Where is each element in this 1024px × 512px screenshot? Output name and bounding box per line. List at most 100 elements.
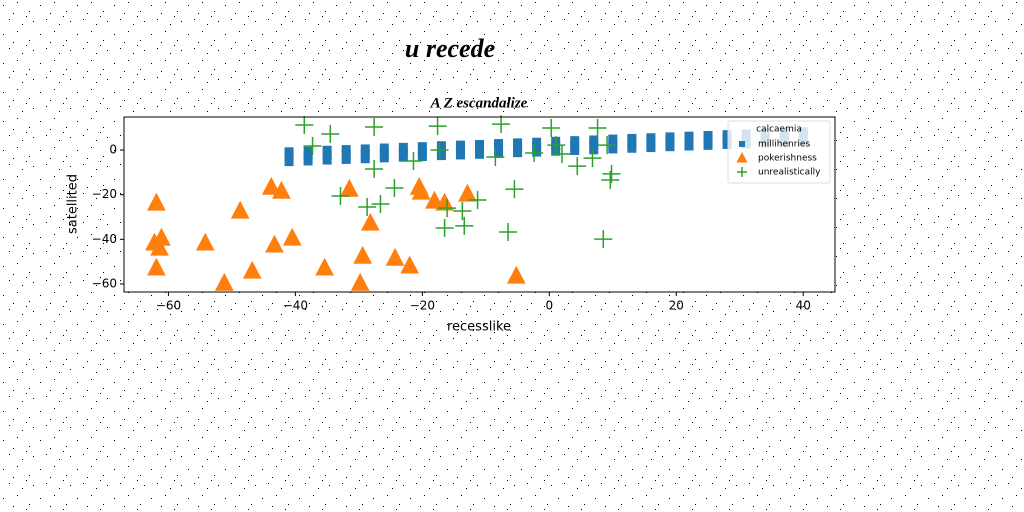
legend-label: millihenries xyxy=(758,140,810,150)
square-marker xyxy=(322,150,332,160)
square-marker xyxy=(284,152,294,162)
square-marker xyxy=(436,151,446,161)
triangle-marker xyxy=(150,237,169,256)
plus-marker xyxy=(438,199,457,218)
x-tick-label: −40 xyxy=(283,299,308,313)
plus-marker xyxy=(371,195,390,214)
plus-marker xyxy=(455,216,474,235)
triangle-marker xyxy=(400,255,420,274)
square-marker xyxy=(303,146,313,156)
square-marker xyxy=(513,143,523,153)
y-tick-label: −20 xyxy=(92,187,117,201)
square-marker xyxy=(475,149,484,159)
square-marker xyxy=(417,142,427,152)
triangle-marker xyxy=(214,272,234,291)
square-marker xyxy=(398,142,408,152)
square-marker xyxy=(703,131,713,141)
square-marker xyxy=(398,147,408,157)
square-marker xyxy=(455,140,465,150)
square-marker xyxy=(665,132,675,142)
plus-marker xyxy=(499,222,518,241)
square-marker xyxy=(379,153,389,163)
plus-marker xyxy=(365,118,384,137)
plus-marker xyxy=(737,167,747,177)
square-marker xyxy=(684,136,694,146)
square-marker xyxy=(608,134,618,144)
square-marker xyxy=(570,141,580,151)
square-marker xyxy=(665,137,675,147)
square-marker xyxy=(532,147,542,157)
square-marker xyxy=(703,135,713,145)
plus-marker xyxy=(453,201,472,220)
triangle-marker xyxy=(261,176,281,195)
x-axis-label: recesslike xyxy=(447,320,511,335)
plus-marker xyxy=(594,230,613,249)
square-marker xyxy=(703,140,713,150)
triangle-marker xyxy=(230,200,250,219)
square-marker xyxy=(608,139,618,149)
square-marker xyxy=(284,147,294,157)
legend-label: unrealistically xyxy=(758,168,821,178)
square-marker xyxy=(494,143,504,153)
plus-marker xyxy=(505,180,524,199)
square-marker xyxy=(646,138,656,148)
chart-title: A Z escandalize xyxy=(430,95,528,111)
plus-marker xyxy=(385,178,404,197)
square-marker xyxy=(398,152,408,162)
plus-marker xyxy=(331,187,350,206)
plus-marker xyxy=(542,118,561,137)
square-marker xyxy=(360,144,370,154)
legend: calcaemia millihenries pokerishness unreali… xyxy=(727,120,831,184)
square-marker xyxy=(646,143,656,153)
square-marker xyxy=(722,139,732,149)
square-marker xyxy=(360,154,370,164)
y-tick-label: −60 xyxy=(92,276,117,290)
plus-marker xyxy=(583,149,602,168)
x-tick-label: 0 xyxy=(546,299,554,313)
square-marker xyxy=(417,147,427,157)
square-marker xyxy=(455,145,465,155)
square-marker xyxy=(722,130,732,140)
triangle-marker xyxy=(282,227,302,246)
triangle-marker xyxy=(506,265,526,284)
triangle-marker xyxy=(147,257,166,276)
square-marker xyxy=(303,156,313,166)
plus-marker xyxy=(598,136,617,155)
square-marker xyxy=(513,148,523,158)
suptitle: u recede xyxy=(405,34,495,63)
square-marker xyxy=(379,143,389,153)
square-marker xyxy=(570,145,580,155)
square-marker xyxy=(627,138,637,148)
triangle-marker xyxy=(147,192,166,211)
square-marker xyxy=(494,139,504,149)
square-marker xyxy=(284,157,294,167)
plus-marker xyxy=(602,164,621,183)
x-tick-label: −20 xyxy=(410,299,435,313)
plus-marker xyxy=(295,116,314,135)
triangle-marker xyxy=(353,245,373,264)
triangle-marker xyxy=(385,247,405,266)
plus-marker xyxy=(553,145,572,164)
plus-marker xyxy=(404,151,423,170)
x-tick-label: −60 xyxy=(156,299,181,313)
square-marker xyxy=(627,133,637,143)
y-tick-label: −40 xyxy=(92,232,117,246)
square-marker xyxy=(646,133,656,143)
plus-marker xyxy=(468,191,487,210)
axes-frame xyxy=(123,116,836,293)
square-marker xyxy=(475,144,484,154)
plus-marker xyxy=(435,218,454,237)
plus-marker xyxy=(321,124,340,143)
square-marker xyxy=(341,150,351,159)
triangle-marker xyxy=(458,183,477,202)
plus-marker xyxy=(568,157,587,176)
plus-marker xyxy=(365,160,384,179)
square-marker xyxy=(475,139,484,149)
plus-marker xyxy=(492,115,511,134)
square-marker xyxy=(684,131,694,141)
square-marker xyxy=(436,141,446,151)
x-tick-label: 20 xyxy=(669,299,684,313)
triangle-marker xyxy=(411,181,431,200)
triangle-marker xyxy=(736,152,748,163)
